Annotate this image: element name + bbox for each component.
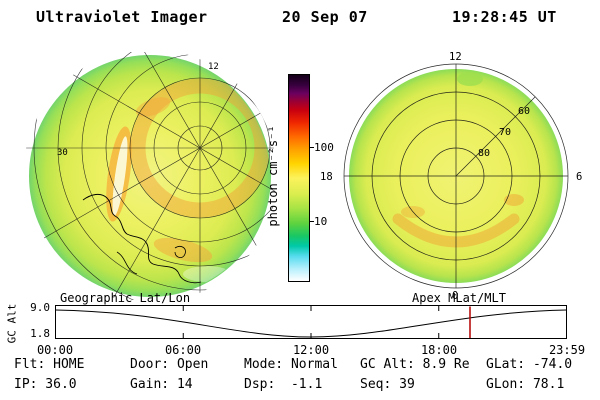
timeline-left-coord-label: Geographic Lat/Lon <box>60 291 191 305</box>
status-door: Door: Open <box>130 357 209 372</box>
status-gc-alt: GC Alt: 8.9 Re <box>360 357 470 372</box>
timeline-ylabel: GC Alt <box>5 303 19 344</box>
mlt-label-6: 6 <box>576 171 582 183</box>
aurora-patch-north <box>135 97 171 117</box>
mlat-ring-label-70: 70 <box>499 127 511 138</box>
colorbar-tick-100-mark <box>309 147 314 148</box>
coastline-antarctica <box>82 193 202 284</box>
status-dsp: Dsp: -1.1 <box>244 377 323 392</box>
colorbar <box>288 74 310 282</box>
status-glat: GLat: -74.0 <box>486 357 573 372</box>
app-title: Ultraviolet Imager <box>36 8 208 26</box>
geo-grid-label-meridian: 12 <box>208 62 219 72</box>
gc-alt-strip-chart <box>55 305 567 339</box>
timeline-frame <box>55 305 567 339</box>
gc-alt-curve <box>55 309 567 338</box>
xtick-2359: 23:59 <box>548 343 586 357</box>
geo-grid-label-lat: 30 <box>57 148 68 158</box>
status-glon: GLon: 78.1 <box>486 377 565 392</box>
geographic-image-panel: 12 30 <box>25 52 275 300</box>
status-flight: Flt: HOME <box>14 357 85 372</box>
colorbar-units-label: photon cm⁻²s⁻¹ <box>266 125 280 227</box>
timeline-ymin: 1.8 <box>30 327 50 340</box>
status-gain: Gain: 14 <box>130 377 193 392</box>
xtick-1800: 18:00 <box>420 343 458 357</box>
mlt-label-18: 18 <box>320 171 333 183</box>
status-ip: IP: 36.0 <box>14 377 77 392</box>
apex-grid <box>343 63 569 289</box>
mlat-ring-label-80: 80 <box>478 148 490 159</box>
colorbar-tick-10-mark <box>309 221 314 222</box>
timeline-ymax: 9.0 <box>30 301 50 314</box>
xtick-0000: 00:00 <box>36 343 74 357</box>
geo-graticule <box>25 52 275 300</box>
dayglow-band-bright <box>112 136 128 216</box>
aurora-patch-south <box>153 237 213 263</box>
timeline-axis-ticks <box>55 306 567 338</box>
coastline-detail <box>116 246 186 275</box>
timeline-right-coord-label: Apex MLat/MLT <box>412 291 506 305</box>
mlt-label-12: 12 <box>449 51 462 63</box>
observation-time: 19:28:45 UT <box>452 8 557 26</box>
xtick-0600: 06:00 <box>164 343 202 357</box>
mlt-label-0: 0 <box>452 290 458 302</box>
status-seq: Seq: 39 <box>360 377 415 392</box>
mlat-ring-label-60: 60 <box>518 106 530 117</box>
xtick-1200: 12:00 <box>292 343 330 357</box>
apex-image-panel: 12 18 6 0 60 70 80 <box>320 51 582 302</box>
observation-date: 20 Sep 07 <box>282 8 368 26</box>
rim-green-patch <box>457 72 483 86</box>
limb-bright-patch <box>183 266 231 282</box>
colorbar-tick-10: 10 <box>314 215 328 228</box>
colorbar-tick-100: 100 <box>314 141 334 154</box>
apex-aurora-patch-east <box>504 194 524 206</box>
status-mode: Mode: Normal <box>244 357 338 372</box>
